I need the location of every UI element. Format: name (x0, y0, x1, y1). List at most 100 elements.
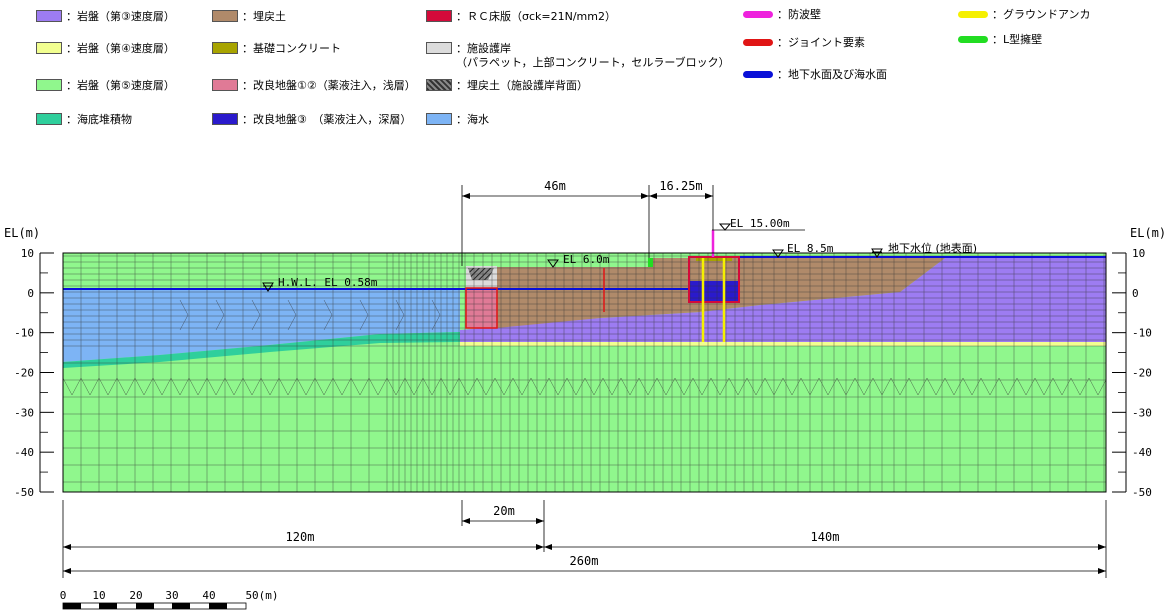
mesh-line (1025, 377, 1036, 396)
mesh-line (152, 377, 163, 396)
axis-tick-label: -50 (1132, 486, 1152, 499)
right-axis: EL(m) 10 0 -10 -20 -30 -40 -50 (1112, 226, 1166, 499)
el15-triangle-icon (718, 223, 732, 231)
mesh-line (386, 377, 397, 396)
mesh-line (233, 377, 244, 396)
mesh-line (665, 377, 676, 396)
mesh-line (251, 377, 262, 396)
dim-260-label: 260m (570, 554, 599, 568)
scale-bar-segment (63, 603, 81, 609)
mesh-line (917, 377, 928, 396)
mesh-line (926, 377, 937, 396)
mesh-line (224, 377, 235, 396)
mesh-line (260, 377, 271, 396)
mesh-line (800, 377, 811, 396)
legend-item-l-retaining-wall: ：L型擁壁 (958, 33, 1042, 47)
legend-swatch (426, 10, 452, 22)
mesh-line (215, 377, 226, 396)
mesh-line (638, 377, 649, 396)
mesh-line (872, 377, 883, 396)
legend-line (743, 11, 773, 18)
mesh-line (890, 377, 901, 396)
elevation-labels: H.W.L. EL 0.58m EL 6.0m EL 15.00m EL 8.5… (262, 217, 977, 292)
model-boundary (62, 252, 1107, 493)
mesh-line (287, 299, 297, 316)
mesh-line (1088, 377, 1099, 396)
mesh-line (179, 314, 189, 331)
structure-lines (62, 230, 1107, 493)
legend-swatch (426, 42, 452, 54)
legend-swatch (212, 113, 238, 125)
mesh-line (944, 377, 955, 396)
scale-bar-segment (172, 603, 190, 609)
scale-label: 50(m) (245, 589, 278, 602)
mesh-line (323, 299, 333, 316)
mesh-line (188, 377, 199, 396)
scale-label: 0 (60, 589, 67, 602)
mesh-line (854, 377, 865, 396)
mesh-line (539, 377, 550, 396)
el85-label: EL 8.5m (787, 242, 834, 255)
seabed-sediment-region (63, 332, 460, 368)
mesh-line (476, 377, 487, 396)
bedrock-4-region (460, 342, 1106, 346)
mesh-line (359, 299, 369, 316)
legend-item-bedrock-4: ：岩盤（第④速度層） (36, 42, 175, 56)
legend-item-foundation-concrete: ：基礎コンクリート (212, 42, 341, 56)
legend-item-joint-element: ：ジョイント要素 (743, 36, 865, 50)
legend-line (958, 11, 988, 18)
axis-tick-label: -10 (14, 327, 34, 340)
mesh-line (512, 377, 523, 396)
mesh-line (809, 377, 820, 396)
mesh-line (962, 377, 973, 396)
scale-label: 40 (202, 589, 215, 602)
legend-label: ：岩盤（第④速度層） (66, 42, 175, 55)
legend-swatch (212, 10, 238, 22)
mesh-line (485, 377, 496, 396)
scale-label: 10 (92, 589, 105, 602)
mesh-line (413, 377, 424, 396)
legend-label: ：海底堆積物 (66, 113, 132, 126)
mesh-line (323, 377, 334, 396)
scale-bar-segment (99, 603, 117, 609)
legend-label: ：グラウンドアンカ (992, 8, 1091, 21)
mesh-line (863, 377, 874, 396)
el15-label: EL 15.00m (730, 217, 790, 230)
legend-swatch (426, 79, 452, 91)
mesh-line (359, 314, 369, 331)
mesh-line (845, 377, 856, 396)
mesh-line (899, 377, 910, 396)
legend-line (743, 39, 773, 46)
mesh-line (782, 377, 793, 396)
axis-tick-label: -30 (14, 406, 34, 419)
legend-item-backfill-behind-revetment: ：埋戻土（施設護岸背面） (426, 79, 588, 93)
legend-label: ：地下水面及び海水面 (777, 68, 887, 81)
mesh-line (422, 377, 433, 396)
mesh-line (431, 299, 441, 316)
mesh-line (63, 377, 73, 396)
mesh-line (458, 377, 469, 396)
mesh-line (818, 377, 829, 396)
mesh-line (71, 377, 82, 396)
mesh-line (296, 377, 307, 396)
legend-label: ：防波壁 (777, 8, 821, 21)
dim-20-label: 20m (493, 504, 515, 518)
hwl-triangle-icon (262, 282, 274, 292)
mesh-line (395, 314, 405, 331)
legend-item-bedrock-5: ：岩盤（第⑤速度層） (36, 79, 175, 93)
axis-tick-label: -40 (1132, 446, 1152, 459)
legend-swatch (36, 79, 62, 91)
mesh-line (1052, 377, 1063, 396)
legend-item-rc-slab: ：ＲＣ床版（σck=21N/mm2） (426, 10, 616, 24)
el6-triangle-icon (547, 259, 559, 268)
mesh-line (1007, 377, 1018, 396)
mesh-line (674, 377, 685, 396)
mesh-line (431, 314, 441, 331)
mesh-line (179, 377, 190, 396)
mesh-line (143, 377, 154, 396)
axis-tick-label: 0 (1132, 287, 1139, 300)
legend-label: ：海水 (456, 113, 489, 126)
legend-item-improved-ground-deep: ：改良地盤③ （薬液注入，深層） (212, 113, 411, 127)
mesh-line (530, 377, 541, 396)
